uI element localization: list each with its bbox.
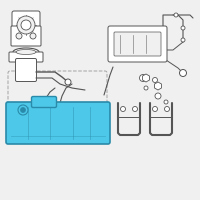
- Circle shape: [181, 38, 185, 42]
- FancyBboxPatch shape: [32, 97, 57, 108]
- FancyBboxPatch shape: [6, 102, 110, 144]
- FancyBboxPatch shape: [11, 26, 41, 46]
- Circle shape: [155, 93, 161, 99]
- Polygon shape: [155, 82, 161, 90]
- FancyBboxPatch shape: [114, 32, 161, 56]
- Circle shape: [132, 106, 138, 112]
- Circle shape: [18, 105, 28, 115]
- Ellipse shape: [16, 49, 36, 54]
- Circle shape: [164, 106, 170, 112]
- Circle shape: [181, 26, 185, 30]
- Circle shape: [21, 20, 31, 30]
- Circle shape: [65, 79, 71, 85]
- Circle shape: [17, 16, 35, 34]
- Circle shape: [144, 86, 148, 90]
- Circle shape: [180, 70, 186, 76]
- Polygon shape: [143, 74, 149, 82]
- Circle shape: [21, 108, 26, 112]
- FancyBboxPatch shape: [12, 11, 40, 39]
- Circle shape: [156, 84, 160, 88]
- Circle shape: [140, 74, 146, 82]
- Circle shape: [153, 77, 158, 82]
- Circle shape: [30, 33, 36, 39]
- Circle shape: [164, 100, 168, 104]
- Circle shape: [174, 13, 178, 17]
- FancyBboxPatch shape: [108, 26, 167, 62]
- Circle shape: [16, 33, 22, 39]
- FancyBboxPatch shape: [16, 58, 36, 82]
- Circle shape: [120, 106, 126, 112]
- Ellipse shape: [13, 48, 39, 56]
- Circle shape: [153, 106, 158, 112]
- FancyBboxPatch shape: [9, 52, 43, 62]
